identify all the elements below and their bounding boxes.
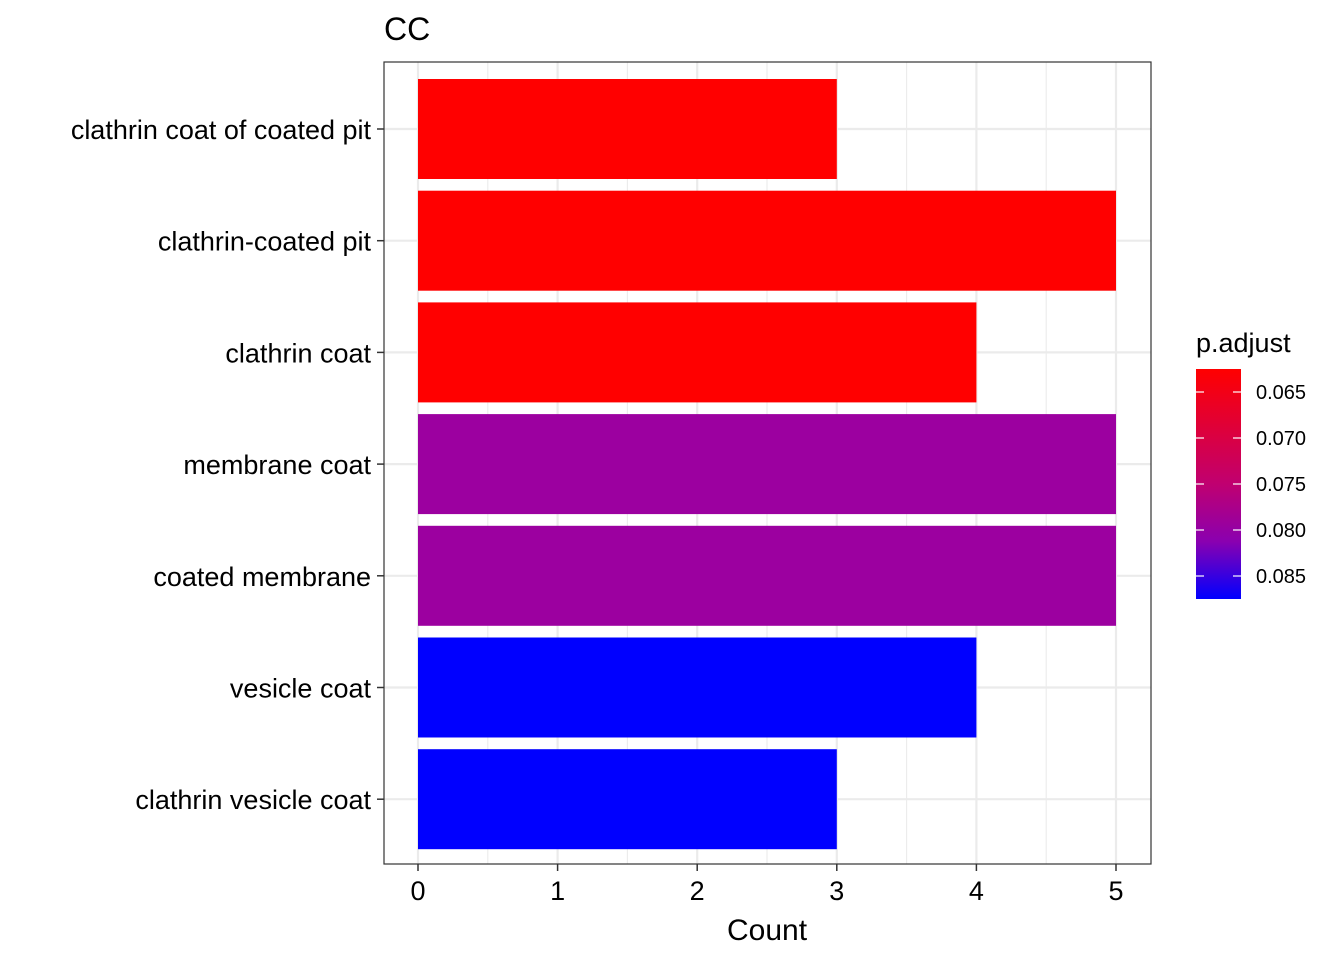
- y-tick-label: coated membrane: [153, 562, 371, 592]
- legend-tick-label: 0.085: [1256, 566, 1306, 588]
- bar-clathrin-coat: [418, 302, 977, 403]
- bar-clathrin-coat-of-coated-pit: [418, 79, 837, 179]
- x-axis-label: Count: [727, 914, 808, 947]
- chart-title: CC: [384, 11, 430, 47]
- x-tick-label: 5: [1108, 876, 1123, 906]
- x-tick-label: 2: [690, 876, 705, 906]
- y-tick-label: clathrin coat of coated pit: [71, 115, 372, 145]
- x-axis: 0 1 2 3 4 5: [410, 864, 1124, 906]
- y-tick-label: vesicle coat: [230, 674, 372, 704]
- y-tick-label: clathrin coat: [225, 338, 371, 368]
- x-tick-label: 4: [969, 876, 984, 906]
- y-tick-label: clathrin vesicle coat: [135, 785, 371, 815]
- bar-membrane-coat: [418, 414, 1116, 515]
- legend-title: p.adjust: [1196, 328, 1291, 358]
- x-tick-label: 3: [829, 876, 844, 906]
- panel-border: [383, 61, 1152, 865]
- y-tick-label: clathrin-coated pit: [158, 227, 372, 257]
- legend-tick-label: 0.070: [1256, 428, 1306, 450]
- legend-ticks: 0.065 0.070 0.075 0.080 0.085: [1196, 382, 1306, 588]
- bar-coated-membrane: [418, 525, 1116, 626]
- y-axis: clathrin coat of coated pit clathrin-coat…: [71, 115, 384, 815]
- bar-clathrin-coated-pit: [418, 190, 1116, 291]
- x-tick-label: 0: [410, 876, 425, 906]
- legend-tick-label: 0.080: [1256, 520, 1306, 542]
- x-tick-label: 1: [550, 876, 565, 906]
- bars: [418, 79, 1116, 850]
- bar-vesicle-coat: [418, 637, 977, 738]
- color-legend: p.adjust 0.065 0.070 0.075 0.080 0.085: [1196, 328, 1306, 599]
- bar-clathrin-vesicle-coat: [418, 749, 837, 850]
- legend-tick-label: 0.075: [1256, 474, 1306, 496]
- y-tick-label: membrane coat: [183, 450, 371, 480]
- legend-tick-label: 0.065: [1256, 382, 1306, 404]
- plot-panel: [383, 61, 1152, 865]
